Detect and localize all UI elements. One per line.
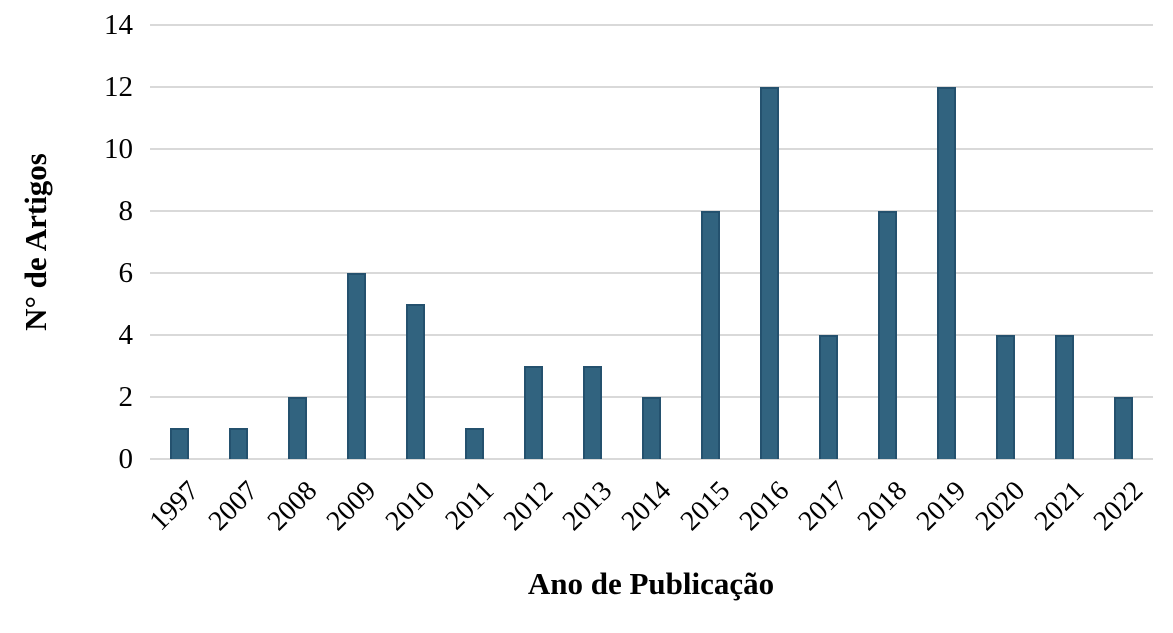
gridline [150,272,1153,274]
gridline [150,210,1153,212]
bar-2014 [642,397,661,459]
x-tick-label: 2019 [910,475,972,537]
x-tick-label: 2009 [320,475,382,537]
x-tick-label: 2013 [556,475,618,537]
bar-2010 [406,304,425,459]
x-tick-label: 2011 [438,475,500,537]
bar-2018 [878,211,897,459]
x-tick-label: 2020 [969,475,1031,537]
gridline [150,334,1153,336]
x-tick-label: 2008 [261,475,323,537]
x-tick-label: 2016 [733,475,795,537]
gridline [150,24,1153,26]
bar-2020 [996,335,1015,459]
y-tick-label: 12 [104,71,133,103]
x-tick-label: 2018 [851,475,913,537]
x-tick-label: 1997 [143,475,205,537]
x-tick-label: 2017 [792,475,854,537]
x-tick-label: 2007 [202,475,264,537]
y-tick-label: 4 [118,319,134,351]
bar-2011 [465,428,484,459]
x-tick-label: 2010 [379,475,441,537]
bar-2019 [937,87,956,459]
bar-2016 [760,87,779,459]
plot-area [150,24,1153,460]
y-tick-label: 10 [104,133,133,165]
bar-2007 [229,428,248,459]
bar-2021 [1055,335,1074,459]
bar-2022 [1114,397,1133,459]
x-tick-label: 2012 [497,475,559,537]
bar-2017 [819,335,838,459]
bar-2008 [288,397,307,459]
bar-2012 [524,366,543,459]
x-tick-label: 2014 [615,475,677,537]
x-tick-label: 2021 [1028,475,1090,537]
x-axis-title: Ano de Publicação [527,566,775,601]
bar-2013 [583,366,602,459]
bar-2009 [347,273,366,459]
y-tick-label: 6 [118,257,134,289]
gridline [150,148,1153,150]
y-tick-label: 8 [118,195,134,227]
bar-2015 [701,211,720,459]
y-axis-title: N° de Artigos [18,153,53,331]
gridline [150,86,1153,88]
x-tick-label: 2015 [674,475,736,537]
y-tick-label: 14 [104,9,133,41]
y-tick-label: 2 [118,381,134,413]
gridline [150,458,1153,460]
y-tick-label: 0 [118,443,134,475]
x-tick-label: 2022 [1087,475,1149,537]
bar-1997 [170,428,189,459]
